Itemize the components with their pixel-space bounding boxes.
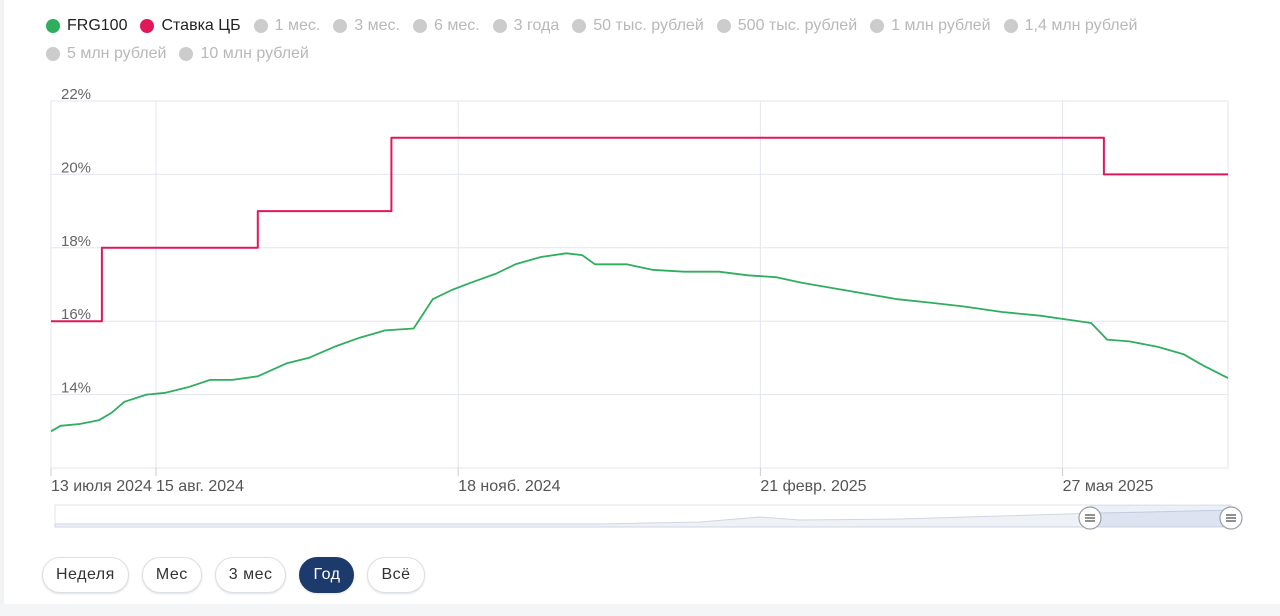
legend-item[interactable]: 3 мес. bbox=[333, 17, 400, 35]
navigator-handle-left[interactable] bbox=[1078, 506, 1102, 530]
range-button-year[interactable]: Год bbox=[299, 557, 355, 593]
legend-label: 5 млн рублей bbox=[67, 45, 167, 62]
y-tick-label: 14% bbox=[61, 380, 91, 397]
legend-label: 500 тыс. рублей bbox=[737, 17, 858, 34]
legend-item[interactable]: FRG100 bbox=[46, 17, 127, 35]
chart-series bbox=[50, 136, 1229, 433]
x-tick-label: 13 июля 2024 bbox=[51, 478, 152, 495]
legend-item[interactable]: 10 млн рублей bbox=[179, 45, 309, 63]
range-button-week[interactable]: Неделя bbox=[42, 557, 129, 593]
plot-border bbox=[50, 100, 1229, 469]
legend-row: FRG100 Ставка ЦБ 1 мес. 3 мес. 6 мес. 3 года 5… bbox=[46, 14, 1246, 38]
navigator-handle-right[interactable] bbox=[1219, 506, 1243, 530]
x-tick-label: 27 мая 2025 bbox=[1063, 478, 1154, 495]
chart-legend: FRG100 Ставка ЦБ 1 мес. 3 мес. 6 мес. 3 года 5… bbox=[46, 14, 1246, 70]
x-tick-label: 15 авг. 2024 bbox=[156, 478, 244, 495]
legend-dot-icon bbox=[140, 19, 155, 33]
legend-item[interactable]: 1 млн рублей bbox=[870, 17, 991, 35]
legend-item[interactable]: 1 мес. bbox=[253, 17, 321, 35]
legend-item[interactable]: 3 года bbox=[492, 17, 560, 35]
series-line-key-rate bbox=[51, 136, 1228, 323]
y-tick-label: 18% bbox=[61, 233, 91, 250]
x-tick-label: 18 нояб. 2024 bbox=[458, 478, 560, 495]
legend-label: 3 года bbox=[513, 17, 560, 34]
legend-dot-icon bbox=[46, 47, 60, 61]
legend-label: 10 млн рублей bbox=[200, 45, 309, 62]
x-tick-label: 21 февр. 2025 bbox=[760, 478, 866, 495]
legend-dot-icon bbox=[179, 47, 194, 61]
x-axis-labels: 13 июля 2024 15 авг. 2024 18 нояб. 2024 21 … bbox=[50, 468, 1154, 495]
legend-item[interactable]: 500 тыс. рублей bbox=[716, 17, 858, 35]
y-tick-label: 22% bbox=[61, 86, 91, 103]
page-frame-left bbox=[0, 0, 4, 616]
legend-label: 1 мес. bbox=[274, 17, 321, 34]
legend-dot-icon bbox=[572, 19, 587, 33]
legend-dot-icon bbox=[716, 19, 731, 33]
legend-row: 5 млн рублей 10 млн рублей bbox=[46, 42, 1246, 66]
y-tick-label: 16% bbox=[61, 306, 91, 323]
legend-label: Ставка ЦБ bbox=[161, 17, 241, 34]
y-tick-label: 20% bbox=[61, 159, 91, 176]
legend-item[interactable]: 50 тыс. рублей bbox=[572, 17, 704, 35]
series-line-frg100 bbox=[50, 252, 1229, 433]
legend-label: 1 млн рублей bbox=[891, 17, 991, 34]
legend-label: 1,4 млн рублей bbox=[1024, 17, 1138, 34]
legend-item[interactable]: 5 млн рублей bbox=[46, 45, 166, 63]
range-selector: Неделя Мес 3 мес Год Всё bbox=[42, 557, 438, 593]
legend-label: 50 тыс. рублей bbox=[593, 17, 704, 34]
legend-dot-icon bbox=[412, 19, 427, 33]
range-navigator[interactable] bbox=[54, 504, 1243, 530]
range-button-month[interactable]: Мес bbox=[141, 557, 202, 593]
page-frame-bottom bbox=[0, 604, 1280, 616]
legend-label: 6 мес. bbox=[433, 17, 480, 34]
navigator-selection[interactable] bbox=[1090, 505, 1231, 527]
range-button-all[interactable]: Всё bbox=[367, 557, 425, 593]
legend-dot-icon bbox=[1003, 19, 1018, 33]
legend-item[interactable]: 1,4 млн рублей bbox=[1003, 17, 1138, 35]
chart-grid bbox=[50, 100, 1229, 469]
legend-dot-icon bbox=[870, 19, 885, 33]
legend-label: FRG100 bbox=[67, 17, 128, 34]
legend-dot-icon bbox=[46, 19, 60, 33]
legend-label: 3 мес. bbox=[354, 17, 400, 34]
legend-item[interactable]: Ставка ЦБ bbox=[140, 17, 241, 35]
y-axis-labels: 14% 16% 18% 20% 22% bbox=[61, 86, 91, 397]
legend-item[interactable]: 6 мес. bbox=[412, 17, 480, 35]
legend-dot-icon bbox=[492, 19, 507, 33]
range-button-3-months[interactable]: 3 мес bbox=[214, 557, 287, 593]
legend-dot-icon bbox=[333, 19, 348, 33]
legend-dot-icon bbox=[253, 19, 268, 33]
